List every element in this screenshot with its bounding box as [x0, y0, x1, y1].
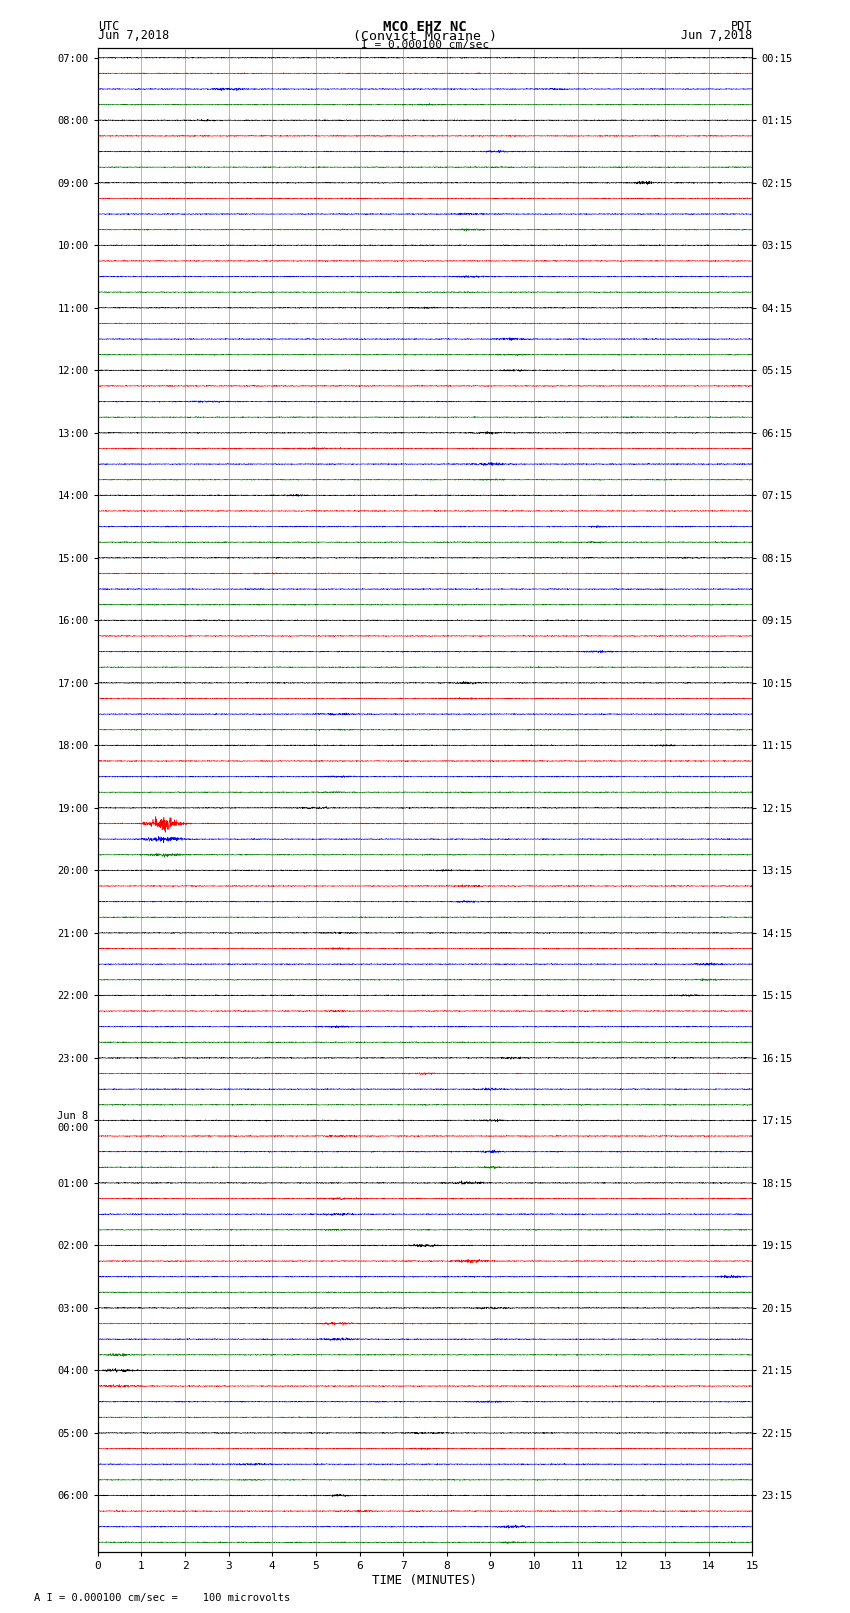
Text: Jun 7,2018: Jun 7,2018	[98, 29, 169, 42]
Text: (Convict Moraine ): (Convict Moraine )	[353, 31, 497, 44]
Text: UTC: UTC	[98, 19, 119, 34]
Text: PDT: PDT	[731, 19, 752, 34]
Text: MCO EHZ NC: MCO EHZ NC	[383, 19, 467, 34]
X-axis label: TIME (MINUTES): TIME (MINUTES)	[372, 1574, 478, 1587]
Text: A I = 0.000100 cm/sec =    100 microvolts: A I = 0.000100 cm/sec = 100 microvolts	[34, 1594, 290, 1603]
Text: Jun 7,2018: Jun 7,2018	[681, 29, 752, 42]
Text: I = 0.000100 cm/sec: I = 0.000100 cm/sec	[361, 39, 489, 50]
